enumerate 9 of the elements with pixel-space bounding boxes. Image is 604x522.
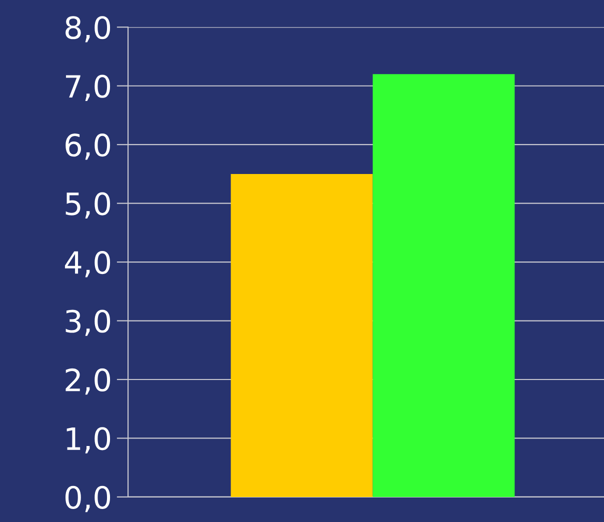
y-tick-label: 5,0	[66, 192, 110, 218]
y-tick-label: 0,0	[66, 486, 110, 512]
y-tick-label: 1,0	[66, 427, 110, 454]
y-tick-label: 7,0	[66, 74, 110, 102]
y-tick-label: 8,0	[66, 16, 110, 42]
y-tick-label: 2,0	[66, 368, 110, 395]
y-tick-label: 6,0	[66, 134, 110, 160]
y-tick-label: 3,0	[66, 310, 110, 336]
y-tick-label: 4,0	[64, 250, 110, 278]
